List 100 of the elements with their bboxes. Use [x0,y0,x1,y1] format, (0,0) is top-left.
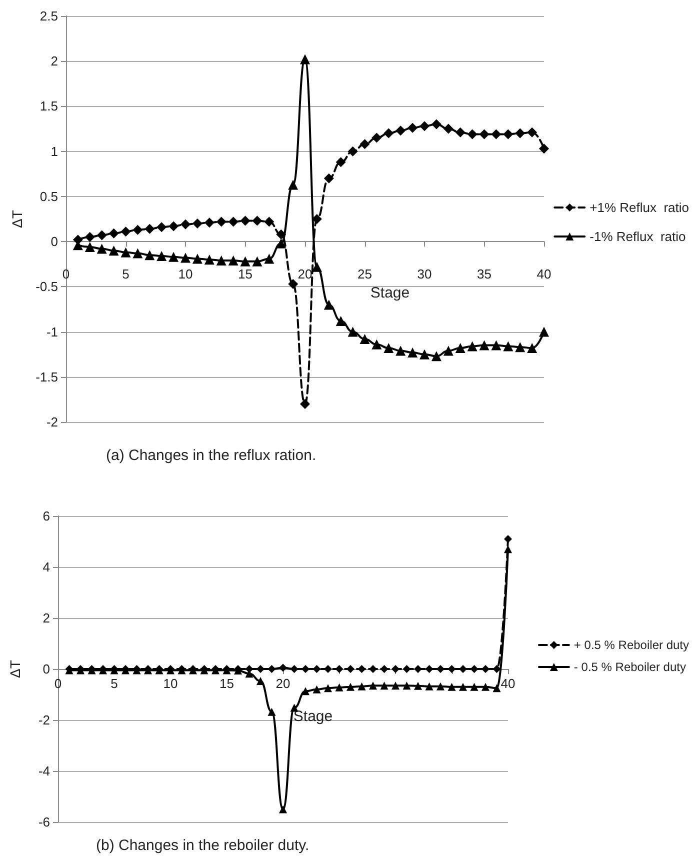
point [539,326,549,337]
point [503,129,514,140]
point [96,244,107,254]
point [479,129,490,140]
point [252,216,262,226]
point [108,246,119,256]
point [216,216,226,227]
x-tick-label: 0 [62,266,70,282]
point [482,682,490,691]
x-tick-label: 5 [122,266,130,282]
point [336,157,346,168]
x-tick-label: 35 [477,266,492,282]
point [252,256,262,266]
point [431,119,442,130]
y-tick-label: 2.5 [40,8,58,24]
point [431,351,442,362]
point [302,687,310,696]
point [300,54,310,64]
point [168,221,179,232]
point [527,343,538,354]
x-tick-label: 5 [110,676,118,691]
point [120,226,131,237]
point [384,343,394,354]
point [240,216,250,226]
point [380,665,388,673]
point [324,665,332,673]
y-axis-title: ΔT [9,210,25,228]
x-tick-label: 40 [500,676,516,691]
point [515,342,526,352]
point [380,682,388,690]
point [192,254,202,264]
point [268,665,276,673]
point [256,665,264,673]
point [492,665,501,673]
point [467,129,478,140]
y-tick-label: 4 [42,560,50,574]
point [302,665,310,673]
point [392,665,400,673]
point [455,343,466,354]
y-tick-label: -1 [46,324,58,340]
point [348,146,358,156]
y-tick-label: -2 [38,712,50,728]
point [369,665,377,673]
point [372,132,382,143]
point [336,316,346,326]
y-tick-label: 0 [42,662,50,676]
point [156,222,167,232]
point [156,250,167,261]
y-tick-label: -4 [38,764,50,778]
point [335,683,344,692]
point [448,665,456,673]
y-tick-label: 6 [42,508,50,524]
x-axis-title: Stage [370,284,410,302]
point [348,326,358,337]
point [288,180,298,190]
point [360,139,370,150]
x-tick-label: 10 [163,676,178,691]
point [180,252,190,263]
x-tick-label: 15 [238,266,252,282]
text: (b) Changes in the reboiler duty. [96,837,310,854]
legend-label: -1% Reflux ratio [590,229,686,244]
point [425,682,434,690]
point [204,254,214,265]
point [482,665,490,673]
point [539,144,549,154]
point [443,346,454,356]
x-tick-label: 10 [178,266,193,282]
x-tick-label: 15 [220,676,234,691]
legend-label: - 0.5 % Reboiler duty [574,660,686,674]
point [503,341,514,352]
point [504,534,512,543]
point [408,122,418,133]
point [312,262,322,272]
point [290,665,298,673]
x-tick-label: 20 [298,266,312,282]
point [358,682,366,690]
point [144,250,155,260]
point [240,256,250,266]
point [204,218,214,228]
point [459,682,467,691]
point [436,682,444,690]
point [414,682,422,690]
point [479,340,490,350]
legend-label: + 0.5 % Reboiler duty [574,638,690,652]
point [436,665,444,673]
y-tick-label: -2 [46,414,58,430]
point [84,242,95,252]
point [216,256,226,266]
point [180,219,190,230]
point [264,216,274,227]
point [443,124,454,134]
point [346,682,354,691]
point [360,334,370,344]
point [425,665,434,673]
point [268,708,276,716]
point [279,805,287,814]
point [144,224,155,234]
point [132,224,143,235]
x-tick-label: 30 [417,266,432,282]
y-tick-label: 2 [42,610,50,626]
